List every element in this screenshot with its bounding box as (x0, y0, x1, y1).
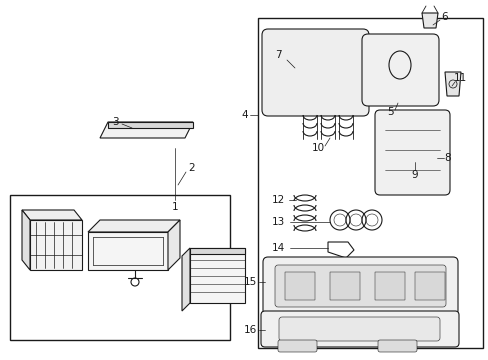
Polygon shape (100, 122, 193, 138)
Text: 8: 8 (444, 153, 450, 163)
Text: 5: 5 (386, 107, 392, 117)
Polygon shape (108, 122, 193, 128)
Text: 14: 14 (271, 243, 284, 253)
Text: 3: 3 (111, 117, 118, 127)
Text: 7: 7 (274, 50, 281, 60)
FancyBboxPatch shape (361, 34, 438, 106)
Bar (329, 272, 359, 300)
FancyBboxPatch shape (263, 257, 457, 315)
Text: 4: 4 (241, 110, 247, 120)
Text: 1: 1 (171, 202, 178, 212)
Polygon shape (182, 248, 190, 311)
Polygon shape (22, 210, 30, 270)
FancyBboxPatch shape (374, 110, 449, 195)
Bar (414, 272, 444, 300)
Polygon shape (30, 220, 82, 270)
Polygon shape (88, 232, 168, 270)
Bar (285, 272, 314, 300)
Polygon shape (190, 248, 244, 254)
Polygon shape (421, 13, 437, 28)
Text: 11: 11 (452, 73, 466, 83)
Polygon shape (444, 72, 460, 96)
Text: 12: 12 (271, 195, 284, 205)
Text: 10: 10 (311, 143, 324, 153)
Polygon shape (22, 210, 82, 220)
Bar (258, 18, 482, 348)
FancyBboxPatch shape (262, 29, 368, 116)
FancyBboxPatch shape (274, 265, 445, 307)
Text: 16: 16 (243, 325, 257, 335)
Bar (374, 272, 404, 300)
FancyBboxPatch shape (279, 317, 439, 341)
Bar (10, 195, 229, 340)
Polygon shape (168, 220, 180, 270)
FancyBboxPatch shape (377, 340, 416, 352)
Text: 13: 13 (271, 217, 284, 227)
Polygon shape (190, 248, 244, 303)
FancyBboxPatch shape (261, 311, 458, 347)
Polygon shape (88, 220, 180, 232)
Text: 2: 2 (188, 163, 195, 173)
FancyBboxPatch shape (278, 340, 316, 352)
Text: 6: 6 (441, 12, 447, 22)
Text: 9: 9 (411, 170, 417, 180)
Text: 15: 15 (243, 277, 257, 287)
